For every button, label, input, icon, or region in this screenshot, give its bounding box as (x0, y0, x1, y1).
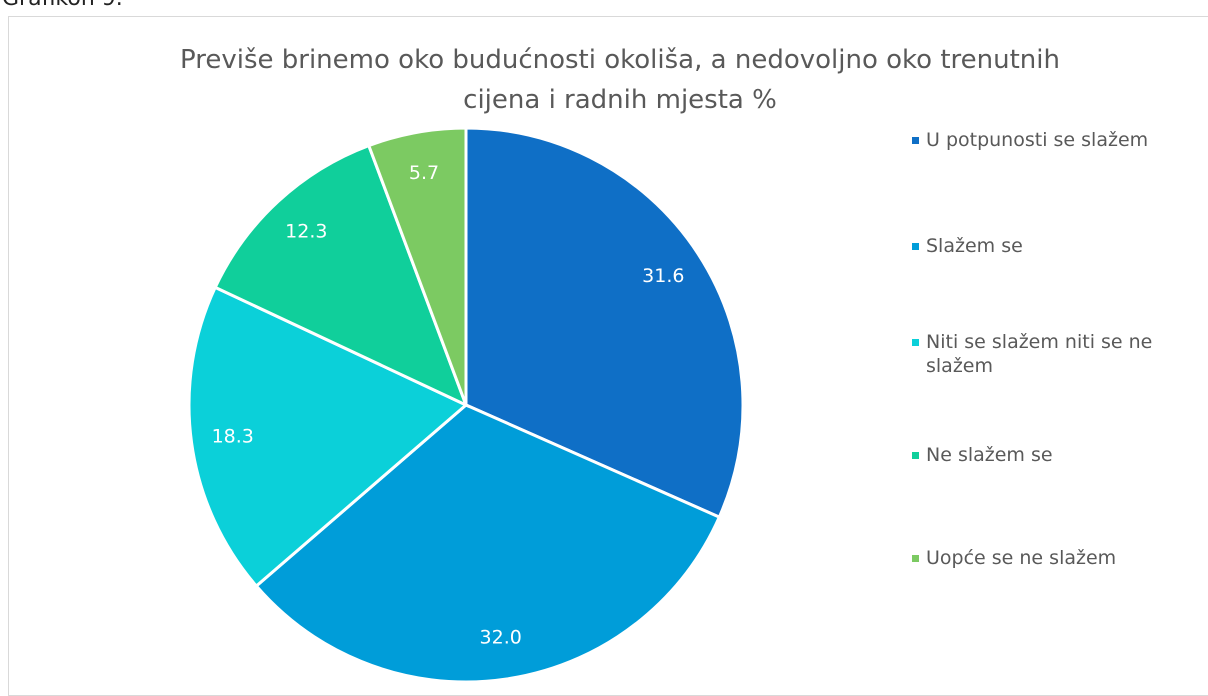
legend-label: Ne slažem se (926, 444, 1053, 466)
legend-label: U potpunosti se slažem (926, 129, 1149, 151)
data-label: 18.3 (212, 426, 254, 448)
legend-swatch (912, 452, 919, 459)
pie-slice (187, 285, 469, 589)
legend-swatch (912, 137, 919, 144)
chart: 31.6 32.0 18.3 12.3 5.7 (187, 126, 745, 681)
pie-slice (464, 126, 745, 520)
legend-swatch (912, 243, 919, 250)
legend-item: U potpunosti se slažem (912, 128, 1172, 152)
legend-swatch (912, 339, 919, 346)
legend-item: Slažem se (912, 234, 1172, 258)
pie-slice (213, 143, 469, 408)
legend-item: Uopće se ne slažem (912, 546, 1172, 570)
chart-title: Previše brinemo oko budućnosti okoliša, … (180, 45, 1060, 115)
legend-label: Uopće se ne slažem (926, 547, 1117, 569)
data-label: 12.3 (285, 220, 327, 242)
caption: Grafikon 9. (2, 0, 123, 11)
legend-swatch (912, 555, 919, 562)
pie-slice (254, 403, 722, 681)
legend-label: Slažem se (926, 235, 1023, 257)
pie-slice (366, 126, 468, 406)
data-label: 32.0 (480, 626, 522, 648)
legend-item: Ne slažem se (912, 443, 1172, 467)
data-label: 31.6 (642, 265, 684, 287)
data-label: 5.7 (409, 162, 439, 184)
legend-item: Niti se slažem niti se ne slažem (912, 330, 1172, 378)
legend-label: Niti se slažem niti se ne slažem (926, 331, 1153, 377)
